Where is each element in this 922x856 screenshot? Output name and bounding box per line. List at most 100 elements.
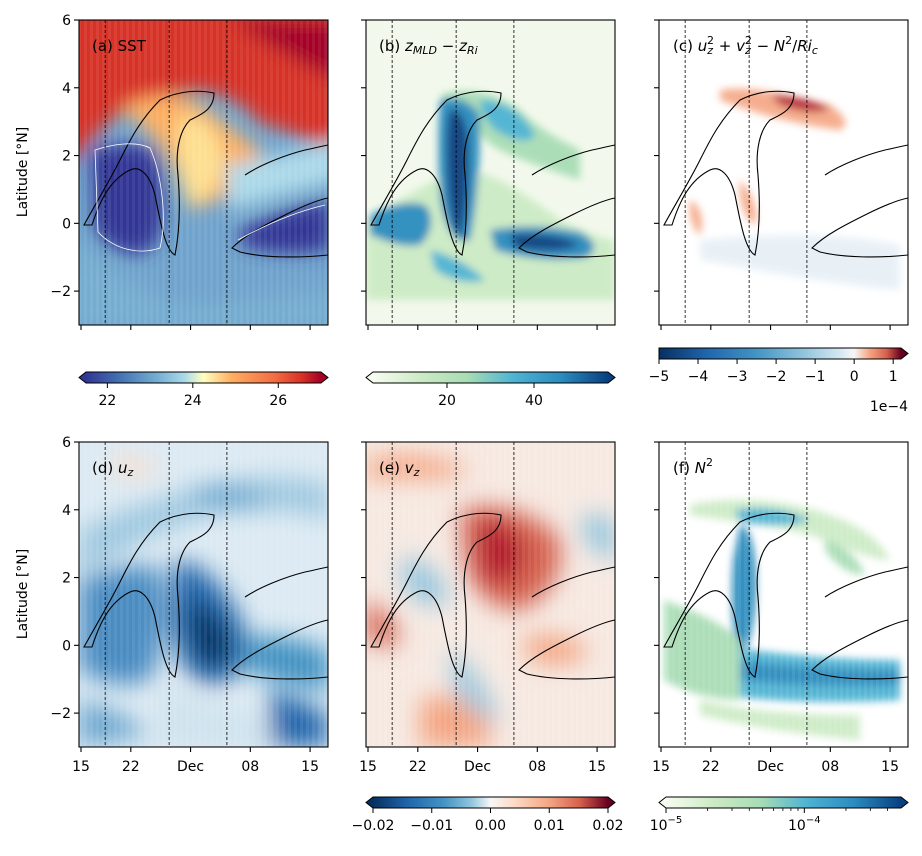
colorbar-b-ticks: 20 40	[438, 383, 543, 409]
panel-d: (d) uz	[78, 441, 329, 748]
cb-c-ticks-label: −3	[727, 369, 748, 385]
panel-f-xtick-label: 22	[702, 759, 720, 775]
panel-d-xtick-label: 15	[72, 759, 90, 775]
panel-b-frame	[365, 19, 616, 326]
colorbar-a-extend-max	[321, 372, 328, 383]
cb-a-ticks-label: 26	[269, 393, 287, 409]
panel-a-field	[79, 20, 328, 325]
colorbar-c-ticks: −5 −4 −3 −2 −1 0 1	[649, 359, 898, 385]
panel-c-label: (c) uz2 + vz2 − N2/Ric	[673, 34, 818, 57]
panel-e-xtick-label: 08	[528, 759, 546, 775]
colorbar-a-ticks: 22 24 26	[98, 383, 287, 409]
panel-b: (b) zMLD − zRi	[365, 19, 616, 326]
panel-d-frame	[78, 441, 329, 748]
colorbar-f-gradient	[666, 797, 901, 808]
cb-e-ticks-label: −0.01	[410, 818, 453, 834]
cb-e-ticks-label: 0.00	[475, 818, 506, 834]
colorbar-a-gradient	[86, 372, 321, 383]
cb-f-ticks-label: 10−4	[788, 815, 821, 834]
panel-d-field	[79, 442, 328, 747]
panel-f-xtick-label: 15	[881, 759, 899, 775]
cb-e-ticks-label: −0.02	[352, 818, 395, 834]
colorbar-e-extend-max	[608, 797, 615, 808]
cb-b-ticks-label: 40	[525, 393, 543, 409]
colorbar-a-outline	[78, 371, 329, 384]
cb-c-ticks-label: 1	[889, 369, 898, 385]
cb-f-ticks-label: 10−5	[650, 815, 683, 834]
panel-a-ylabel: Latitude [°N]	[15, 127, 31, 217]
panel-a-vlines	[104, 20, 228, 325]
colorbar-b-gradient	[373, 372, 608, 383]
panel-e-xtick-label: 15	[588, 759, 606, 775]
panel-e-vlines	[391, 442, 515, 747]
panel-e-xtick-label: 15	[359, 759, 377, 775]
colorbar-e-ticks: −0.02 −0.01 0.00 0.01 0.02	[352, 808, 624, 834]
colorbar-f-extend-max	[901, 797, 908, 808]
panel-d-xtick-label: 08	[241, 759, 259, 775]
colorbar-c: −5 −4 −3 −2 −1 0 1 1e−4	[649, 347, 909, 415]
panel-f-xtick-label: 08	[821, 759, 839, 775]
cb-e-ticks-label: 0.02	[592, 818, 623, 834]
colorbar-b: 20 40	[365, 371, 616, 409]
colorbar-b-outline	[365, 371, 616, 384]
panel-d-ytick-label: 0	[62, 638, 71, 654]
panel-c-field	[659, 20, 908, 325]
panel-f-vlines	[684, 442, 808, 747]
colorbar-c-extend-max	[901, 348, 908, 359]
panel-f-xtick-label: Dec	[757, 759, 784, 775]
panel-f-label: (f) N2	[673, 456, 713, 477]
panel-e-xtick-label: 22	[409, 759, 427, 775]
panel-a-ytick-label: 4	[62, 81, 71, 97]
panel-e-xtick-label: Dec	[464, 759, 491, 775]
cb-e-ticks-label: 0.01	[534, 818, 565, 834]
panel-d-xtick-label: Dec	[177, 759, 204, 775]
panel-d-xtick-label: 22	[122, 759, 140, 775]
cb-b-ticks-label: 20	[438, 393, 456, 409]
colorbar-b-extend-max	[608, 372, 615, 383]
cb-c-ticks-label: −5	[649, 369, 670, 385]
colorbar-f-extend-min	[659, 797, 666, 808]
panel-c-vlines	[684, 20, 808, 325]
colorbar-e: −0.02 −0.01 0.00 0.01 0.02	[352, 796, 624, 834]
panel-e-label: (e) vz	[379, 459, 420, 479]
panel-e-field	[366, 442, 615, 747]
panel-f-frame	[658, 441, 909, 748]
colorbar-b-extend-min	[366, 372, 373, 383]
panel-a-ytick-label: 6	[62, 13, 71, 29]
cb-a-ticks-label: 24	[184, 393, 202, 409]
colorbar-c-outline	[658, 347, 909, 360]
colorbar-e-extend-min	[366, 797, 373, 808]
colorbar-a-extend-min	[79, 372, 86, 383]
cb-c-ticks-label: −2	[766, 369, 787, 385]
panel-b-field	[366, 20, 615, 325]
colorbar-f-outline	[658, 796, 909, 809]
panel-a-frame	[78, 19, 329, 326]
colorbar-e-gradient	[373, 797, 608, 808]
colorbar-c-gradient	[659, 348, 901, 359]
panel-b-label: (b) zMLD − zRi	[379, 37, 478, 57]
panel-e-frame	[365, 441, 616, 748]
panel-d-ytick-label: 6	[62, 435, 71, 451]
panel-b-vlines	[391, 20, 515, 325]
cb-c-ticks-label: 0	[850, 369, 859, 385]
panel-d-label: (d) uz	[92, 459, 134, 479]
colorbar-c-offset: 1e−4	[870, 399, 908, 415]
panel-d-ytick-label: 2	[62, 571, 71, 587]
colorbar-a: 22 24 26	[78, 371, 329, 409]
colorbar-f: 10−5 10−4	[650, 796, 909, 834]
panel-f-field	[659, 442, 908, 747]
panel-a-ytick-label: 0	[62, 216, 71, 232]
panel-d-xtick-label: 15	[301, 759, 319, 775]
panel-d-ytick-label: 4	[62, 503, 71, 519]
panel-d-ytick-label: −2	[50, 706, 71, 722]
colorbar-f-ticks: 10−5 10−4	[650, 808, 888, 834]
cb-a-ticks-label: 22	[98, 393, 116, 409]
cb-c-ticks-label: −4	[688, 369, 709, 385]
panel-e: (e) vz	[365, 441, 616, 748]
panel-d-vlines	[104, 442, 228, 747]
panel-a: (a) SST	[78, 19, 329, 326]
cb-c-ticks-label: −1	[805, 369, 826, 385]
panel-c: (c) uz2 + vz2 − N2/Ric	[658, 19, 909, 326]
